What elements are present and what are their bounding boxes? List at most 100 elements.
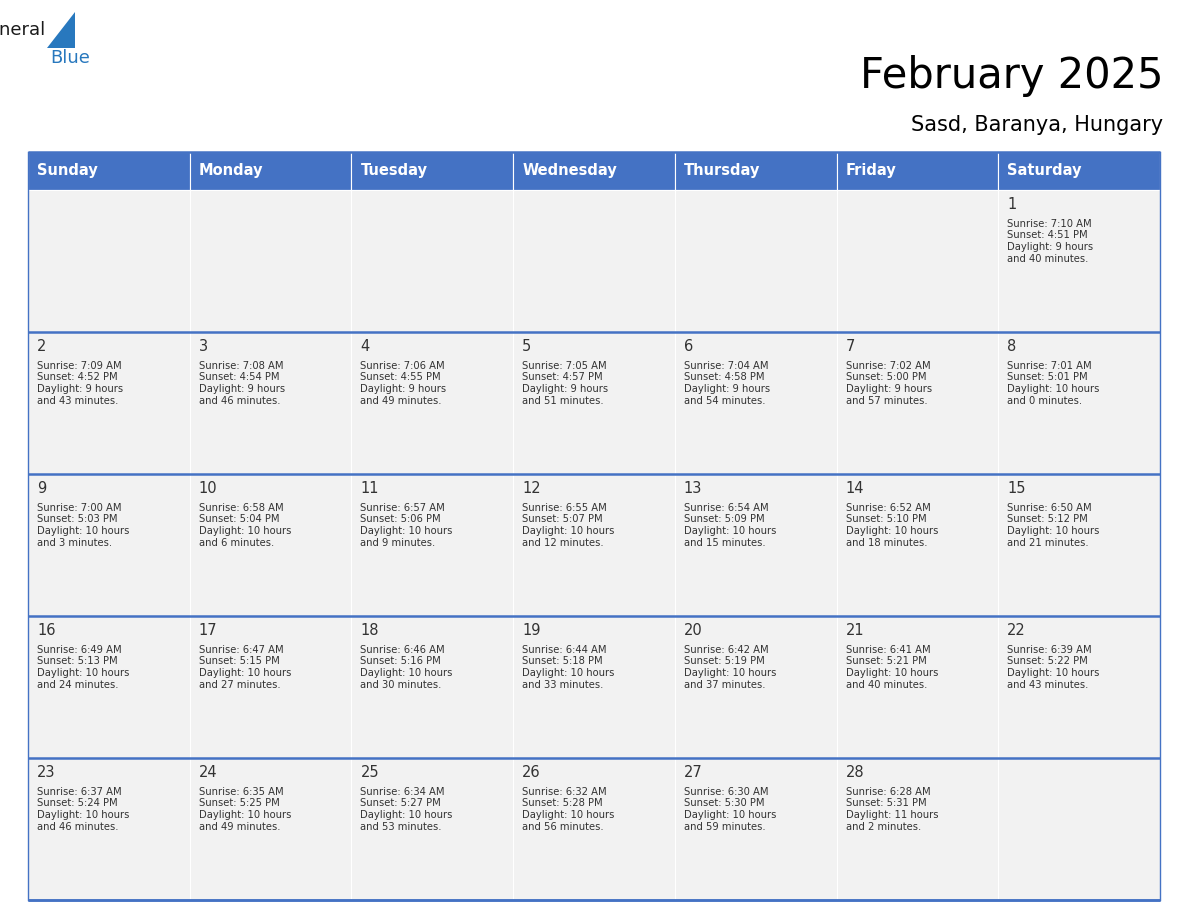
Bar (998, 616, 1159, 758)
Text: Daylight: 10 hours: Daylight: 10 hours (846, 668, 939, 678)
Bar (190, 758, 352, 900)
Text: Sunrise: 6:52 AM: Sunrise: 6:52 AM (846, 503, 930, 513)
Bar (675, 152, 836, 190)
Text: 19: 19 (523, 623, 541, 638)
Text: Daylight: 10 hours: Daylight: 10 hours (198, 810, 291, 820)
Text: Sunrise: 6:37 AM: Sunrise: 6:37 AM (37, 787, 121, 797)
Bar (29, 332, 190, 474)
Polygon shape (48, 12, 75, 48)
Text: Sunset: 5:24 PM: Sunset: 5:24 PM (37, 799, 118, 809)
Text: Sunrise: 7:02 AM: Sunrise: 7:02 AM (846, 361, 930, 371)
Text: Friday: Friday (846, 163, 896, 178)
Text: and 51 minutes.: and 51 minutes. (523, 396, 604, 406)
Text: Tuesday: Tuesday (360, 163, 428, 178)
Text: and 37 minutes.: and 37 minutes. (684, 679, 765, 689)
Text: Daylight: 10 hours: Daylight: 10 hours (523, 668, 614, 678)
Text: Sunrise: 7:06 AM: Sunrise: 7:06 AM (360, 361, 446, 371)
Text: Sunday: Sunday (37, 163, 97, 178)
Text: Sunrise: 7:08 AM: Sunrise: 7:08 AM (198, 361, 283, 371)
Bar (836, 190, 998, 332)
Bar (29, 474, 190, 616)
Text: and 40 minutes.: and 40 minutes. (846, 679, 927, 689)
Text: and 0 minutes.: and 0 minutes. (1007, 396, 1082, 406)
Text: and 43 minutes.: and 43 minutes. (1007, 679, 1088, 689)
Text: 6: 6 (684, 339, 693, 354)
Text: and 54 minutes.: and 54 minutes. (684, 396, 765, 406)
Text: Sunset: 5:19 PM: Sunset: 5:19 PM (684, 656, 765, 666)
Bar (352, 758, 513, 900)
Text: Sunset: 5:28 PM: Sunset: 5:28 PM (523, 799, 602, 809)
Bar (675, 332, 836, 474)
Text: Sunrise: 6:30 AM: Sunrise: 6:30 AM (684, 787, 769, 797)
Bar (190, 474, 352, 616)
Text: Daylight: 10 hours: Daylight: 10 hours (198, 668, 291, 678)
Text: and 12 minutes.: and 12 minutes. (523, 538, 604, 547)
Text: 28: 28 (846, 765, 864, 780)
Text: Sunrise: 7:00 AM: Sunrise: 7:00 AM (37, 503, 121, 513)
Bar (836, 758, 998, 900)
Text: Daylight: 10 hours: Daylight: 10 hours (360, 526, 453, 536)
Bar (836, 616, 998, 758)
Text: 3: 3 (198, 339, 208, 354)
Bar (29, 616, 190, 758)
Text: Sasd, Baranya, Hungary: Sasd, Baranya, Hungary (911, 115, 1163, 135)
Text: 2: 2 (37, 339, 46, 354)
Text: Daylight: 10 hours: Daylight: 10 hours (37, 810, 129, 820)
Bar (29, 190, 190, 332)
Text: and 3 minutes.: and 3 minutes. (37, 538, 112, 547)
Text: Monday: Monday (198, 163, 264, 178)
Text: Daylight: 10 hours: Daylight: 10 hours (523, 810, 614, 820)
Text: 7: 7 (846, 339, 855, 354)
Text: General: General (0, 21, 45, 39)
Text: Sunrise: 6:57 AM: Sunrise: 6:57 AM (360, 503, 446, 513)
Bar (513, 332, 675, 474)
Text: and 21 minutes.: and 21 minutes. (1007, 538, 1089, 547)
Text: Sunrise: 7:04 AM: Sunrise: 7:04 AM (684, 361, 769, 371)
Text: 14: 14 (846, 481, 864, 496)
Text: Sunrise: 6:58 AM: Sunrise: 6:58 AM (198, 503, 284, 513)
Text: Sunset: 4:55 PM: Sunset: 4:55 PM (360, 373, 441, 383)
Text: and 27 minutes.: and 27 minutes. (198, 679, 280, 689)
Text: Daylight: 10 hours: Daylight: 10 hours (684, 668, 776, 678)
Text: Daylight: 10 hours: Daylight: 10 hours (684, 526, 776, 536)
Bar (513, 190, 675, 332)
Text: Daylight: 10 hours: Daylight: 10 hours (37, 526, 129, 536)
Text: Daylight: 9 hours: Daylight: 9 hours (360, 384, 447, 394)
Bar (513, 616, 675, 758)
Bar (352, 190, 513, 332)
Text: Daylight: 11 hours: Daylight: 11 hours (846, 810, 939, 820)
Text: Sunrise: 7:09 AM: Sunrise: 7:09 AM (37, 361, 121, 371)
Text: Sunset: 5:06 PM: Sunset: 5:06 PM (360, 514, 441, 524)
Text: and 33 minutes.: and 33 minutes. (523, 679, 604, 689)
Text: Sunset: 4:52 PM: Sunset: 4:52 PM (37, 373, 118, 383)
Bar (675, 616, 836, 758)
Text: Daylight: 9 hours: Daylight: 9 hours (37, 384, 124, 394)
Text: Daylight: 10 hours: Daylight: 10 hours (198, 526, 291, 536)
Text: Sunrise: 6:28 AM: Sunrise: 6:28 AM (846, 787, 930, 797)
Text: Daylight: 10 hours: Daylight: 10 hours (37, 668, 129, 678)
Text: Daylight: 9 hours: Daylight: 9 hours (846, 384, 931, 394)
Bar (998, 758, 1159, 900)
Text: Sunrise: 6:32 AM: Sunrise: 6:32 AM (523, 787, 607, 797)
Text: Sunrise: 6:49 AM: Sunrise: 6:49 AM (37, 645, 121, 655)
Bar (836, 152, 998, 190)
Text: 12: 12 (523, 481, 541, 496)
Text: Daylight: 10 hours: Daylight: 10 hours (1007, 384, 1100, 394)
Text: Daylight: 9 hours: Daylight: 9 hours (684, 384, 770, 394)
Text: Sunset: 5:01 PM: Sunset: 5:01 PM (1007, 373, 1088, 383)
Bar (352, 474, 513, 616)
Text: and 15 minutes.: and 15 minutes. (684, 538, 765, 547)
Text: Sunset: 5:00 PM: Sunset: 5:00 PM (846, 373, 927, 383)
Text: Sunset: 5:03 PM: Sunset: 5:03 PM (37, 514, 118, 524)
Text: Sunset: 5:04 PM: Sunset: 5:04 PM (198, 514, 279, 524)
Text: Sunset: 5:13 PM: Sunset: 5:13 PM (37, 656, 118, 666)
Bar (998, 474, 1159, 616)
Text: Daylight: 10 hours: Daylight: 10 hours (360, 810, 453, 820)
Text: 13: 13 (684, 481, 702, 496)
Text: 4: 4 (360, 339, 369, 354)
Text: and 56 minutes.: and 56 minutes. (523, 822, 604, 832)
Text: 20: 20 (684, 623, 702, 638)
Text: 15: 15 (1007, 481, 1025, 496)
Text: Daylight: 10 hours: Daylight: 10 hours (846, 526, 939, 536)
Text: Thursday: Thursday (684, 163, 760, 178)
